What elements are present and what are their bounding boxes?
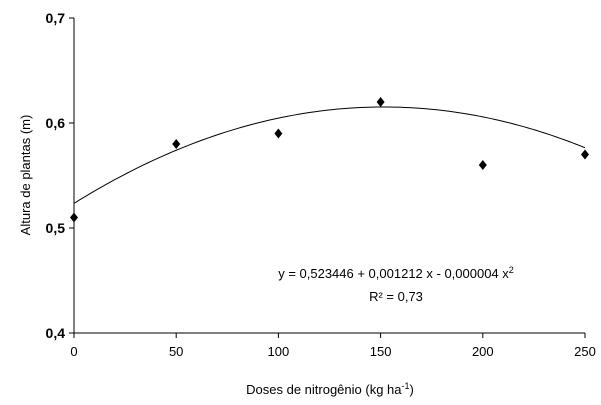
data-point [172,139,181,149]
x-tick-label: 100 [268,344,290,359]
y-axis-title: Altura de plantas (m) [18,115,33,236]
equation-superscript: 2 [509,265,514,275]
r-squared-label: R² = 0,73 [369,289,423,304]
data-point [478,160,487,170]
data-point [376,97,385,107]
x-tick-label: 200 [472,344,494,359]
x-tick-label: 0 [70,344,77,359]
y-ticks: 0,4 0,5 0,6 0,7 [46,10,74,341]
equation-main: y = 0,523446 + 0,001212 x - 0,000004 x [278,266,509,281]
x-axis-title: Doses de nitrogênio (kg ha-1) [246,381,414,397]
data-points [70,97,589,223]
x-tick-label: 250 [574,344,596,359]
x-axis-title-close: ) [410,382,414,397]
data-point [70,212,78,223]
x-axis-title-main: Doses de nitrogênio (kg ha [246,382,402,397]
equation-label: y = 0,523446 + 0,001212 x - 0,000004 x2 [278,265,514,281]
data-point [581,149,589,160]
y-tick-label: 0,5 [46,220,66,236]
x-tick-label: 150 [370,344,392,359]
x-axis-title-superscript: -1 [402,381,410,391]
x-tick-label: 50 [169,344,183,359]
trend-line [73,106,586,204]
y-tick-label: 0,4 [46,325,66,341]
x-axis: 0 50 100 150 200 250 [70,332,596,359]
y-axis: 0,4 0,5 0,6 0,7 [46,10,75,341]
y-tick-label: 0,6 [46,115,66,131]
data-point [274,128,283,139]
y-tick-label: 0,7 [46,10,66,26]
x-ticks: 0 50 100 150 200 250 [70,333,596,359]
